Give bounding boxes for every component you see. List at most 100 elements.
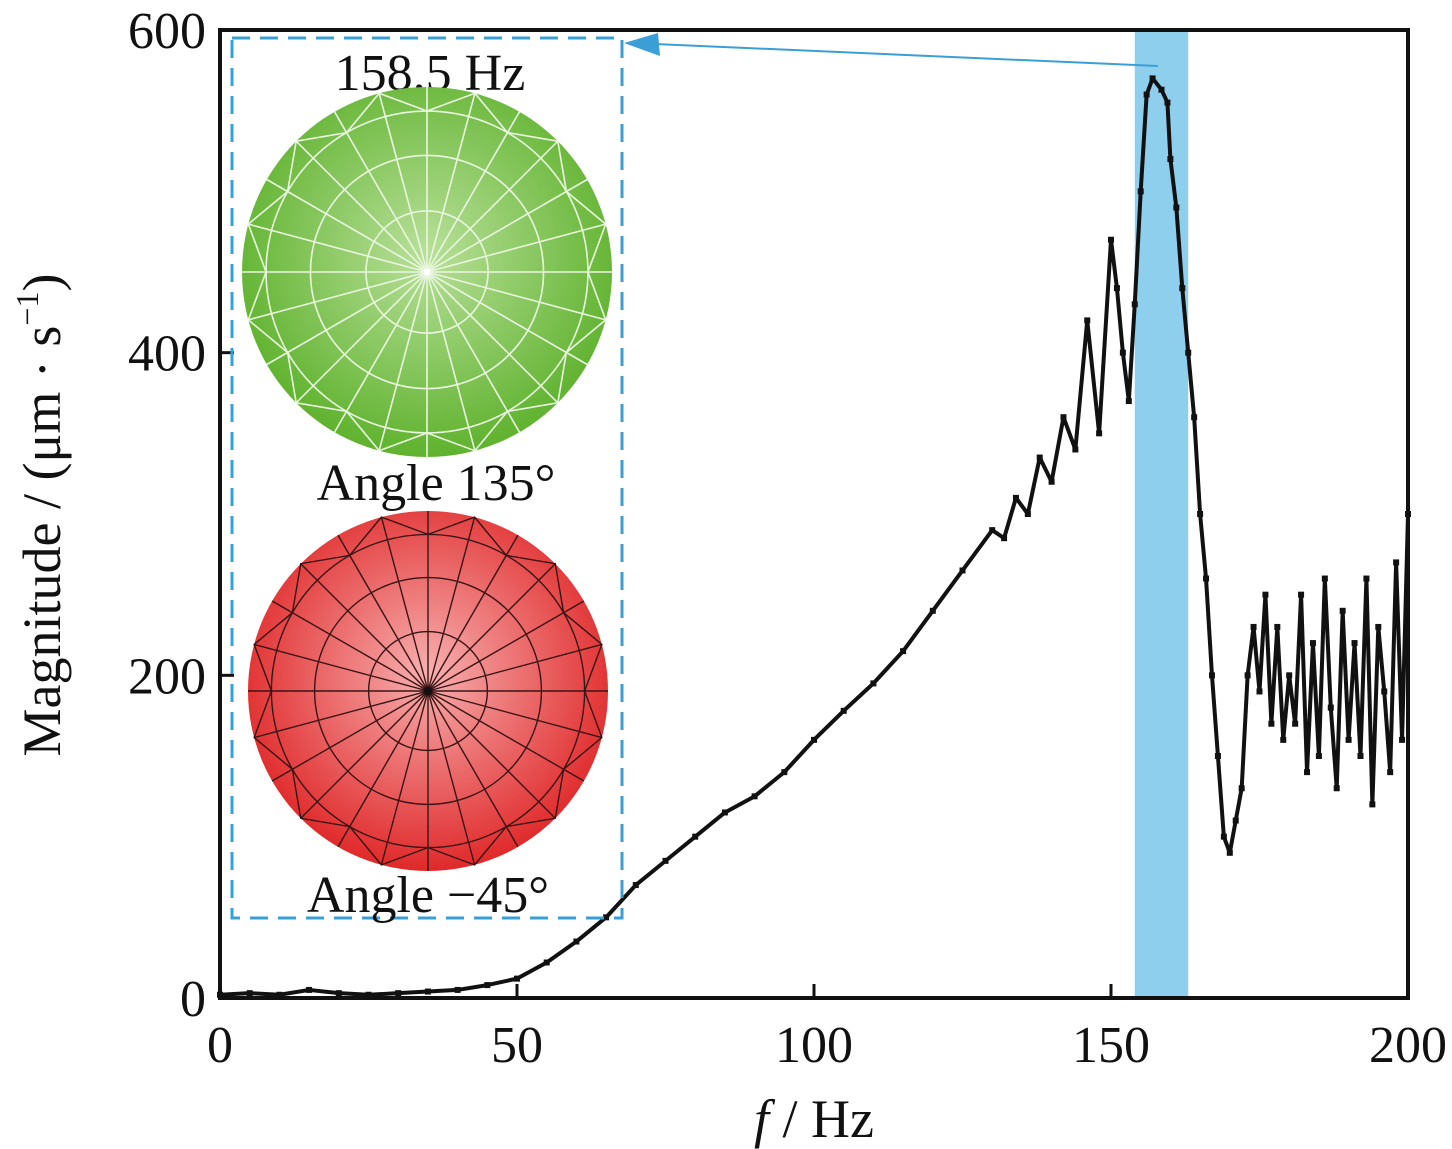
data-point [1048, 478, 1055, 485]
inset-frame [230, 36, 624, 920]
data-point [1179, 285, 1186, 292]
mesh-spoke [427, 534, 519, 692]
data-point [1280, 736, 1287, 743]
x-axis-ticks: 0 50 100 150 200 [207, 984, 1447, 1074]
disk-135-mesh [242, 87, 612, 457]
data-point [306, 986, 313, 993]
x-tick-label: 150 [1072, 1017, 1150, 1074]
x-tick-label: 50 [491, 1017, 543, 1074]
mesh-spoke [333, 271, 428, 433]
mesh-spoke [427, 690, 585, 782]
data-point [1244, 672, 1251, 679]
mesh-spoke [427, 690, 519, 848]
mesh-spoke [380, 690, 429, 866]
data-point [1226, 849, 1233, 856]
data-point [1164, 99, 1171, 106]
data-point [1321, 575, 1328, 582]
data-point [1351, 640, 1358, 647]
data-point [1369, 801, 1376, 808]
data-point [1072, 446, 1079, 453]
data-point [1250, 623, 1257, 630]
mesh-spoke [300, 690, 429, 819]
data-point [1298, 591, 1305, 598]
mesh-spoke [427, 690, 556, 819]
data-point [1060, 414, 1067, 421]
data-point [335, 990, 342, 997]
data-point [1387, 769, 1394, 776]
data-point [1096, 430, 1103, 437]
data-point [1274, 623, 1281, 630]
mesh-spoke [426, 271, 476, 451]
data-point [1137, 188, 1144, 195]
mode-shape-inset: 158.5 Hz Angle 135° Angle −45° [230, 36, 624, 924]
y-tick-label: 0 [180, 971, 206, 1028]
data-point [1108, 236, 1114, 243]
data-point [1292, 720, 1299, 727]
mesh-spoke [426, 140, 559, 273]
data-point [276, 991, 283, 998]
y-axis-label-superscript: −1 [9, 292, 45, 326]
data-point [1399, 736, 1406, 743]
mesh-spoke [378, 93, 428, 273]
data-point [1149, 75, 1156, 82]
data-point [1197, 511, 1204, 517]
data-point [1238, 785, 1245, 792]
x-axis-label: f / Hz [754, 1089, 874, 1149]
data-point [692, 833, 699, 840]
data-point [1357, 753, 1364, 759]
data-point [1173, 204, 1180, 211]
data-point [1339, 607, 1346, 614]
mesh-spoke [426, 178, 588, 273]
data-point [1345, 736, 1352, 743]
x-tick-label: 0 [207, 1017, 233, 1074]
mode-shape-disk-135 [242, 87, 612, 457]
mesh-spoke [427, 690, 603, 739]
data-point [543, 959, 550, 966]
data-point [1167, 156, 1174, 163]
data-point [365, 991, 372, 998]
data-point [246, 990, 253, 997]
disk-neg45-mesh [248, 511, 608, 871]
mesh-spoke [266, 178, 428, 273]
data-point [1084, 317, 1091, 324]
data-point [395, 990, 402, 997]
data-point [840, 707, 847, 714]
data-point [1214, 753, 1221, 759]
y-axis-label-main: Magnitude / (μm · s [12, 326, 72, 757]
data-point [1381, 688, 1388, 695]
mesh-spoke [266, 271, 428, 366]
mesh-spoke [426, 271, 588, 366]
mesh-spoke [426, 111, 521, 273]
data-point [424, 988, 431, 995]
data-point [929, 607, 936, 614]
data-point [632, 882, 639, 889]
mesh-outer-triangles [253, 516, 603, 866]
data-point [1315, 753, 1322, 759]
data-point [1036, 454, 1043, 461]
data-point [573, 938, 580, 945]
x-axis-label-unit: / Hz [769, 1089, 874, 1149]
mesh-spoke [271, 690, 429, 782]
mesh-spoke [426, 271, 521, 433]
data-point [1024, 511, 1031, 517]
x-tick-label: 200 [1369, 1017, 1447, 1074]
data-point [1001, 535, 1008, 542]
data-point [1304, 769, 1311, 776]
y-axis-label-close: ) [12, 274, 72, 292]
data-point [870, 680, 877, 687]
y-tick-label: 200 [128, 648, 206, 705]
mesh-spoke [427, 690, 476, 866]
data-point [900, 648, 907, 655]
data-point [1232, 817, 1239, 824]
data-point [751, 793, 758, 800]
data-point [1375, 623, 1382, 630]
data-point [1262, 591, 1269, 598]
data-point [1185, 349, 1192, 356]
x-tick-label: 100 [775, 1017, 853, 1074]
mesh-spoke [295, 140, 428, 273]
mesh-spoke [427, 600, 585, 692]
data-point [1131, 301, 1138, 308]
mesh-spoke [427, 643, 603, 692]
data-point [1158, 86, 1165, 93]
